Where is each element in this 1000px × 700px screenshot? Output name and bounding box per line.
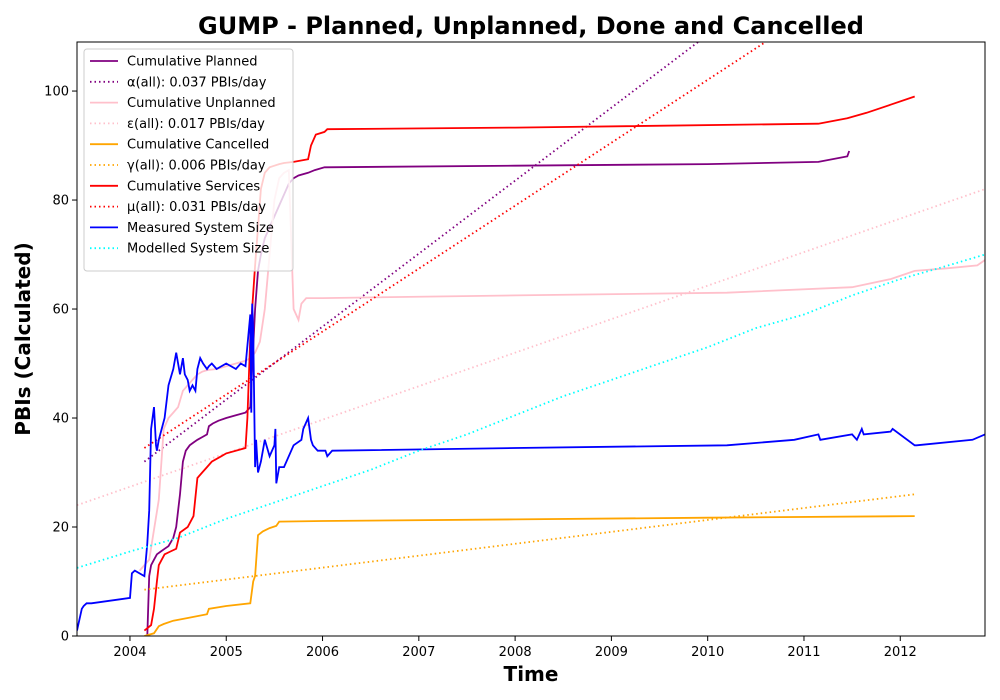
chart-title: GUMP - Planned, Unplanned, Done and Canc… xyxy=(198,12,864,40)
x-tick-label: 2006 xyxy=(306,645,339,660)
x-tick-label: 2008 xyxy=(499,645,532,660)
series-line-2-all-0-037-pbis-day xyxy=(143,42,699,463)
legend-label-2: α(all): 0.037 PBIs/day xyxy=(127,75,267,90)
y-tick-label: 80 xyxy=(52,194,69,209)
legend-label-10: Modelled System Size xyxy=(127,242,269,257)
y-tick-label: 40 xyxy=(52,412,69,427)
legend-label-5: Cumulative Cancelled xyxy=(127,138,269,153)
series-line-3-cumulative-unplanned xyxy=(138,168,985,572)
x-axis-label: Time xyxy=(504,662,559,686)
plot-frame xyxy=(76,41,986,637)
series-layer xyxy=(77,42,985,636)
x-tick-label: 2010 xyxy=(691,645,724,660)
y-tick-label: 20 xyxy=(52,521,69,536)
series-line-9-measured-system-size xyxy=(77,303,985,631)
series-line-6-all-0-006-pbis-day xyxy=(144,493,915,591)
series-line-4-all-0-017-pbis-day xyxy=(77,188,985,507)
legend-label-9: Measured System Size xyxy=(127,221,274,236)
series-line-1-cumulative-planned xyxy=(146,150,851,636)
x-tick-label: 2005 xyxy=(210,645,243,660)
y-axis-label: PBIs (Calculated) xyxy=(11,242,35,435)
y-tick-label: 0 xyxy=(61,630,69,645)
legend-label-8: μ(all): 0.031 PBIs/day xyxy=(127,200,266,215)
x-tick-label: 2012 xyxy=(884,645,917,660)
x-tick-label: 2009 xyxy=(595,645,628,660)
y-axis: 0 20 40 60 80 100 xyxy=(44,85,77,645)
series-line-5-cumulative-cancelled xyxy=(144,515,915,636)
y-tick-label: 100 xyxy=(44,85,69,100)
x-tick-label: 2007 xyxy=(402,645,435,660)
x-tick-label: 2004 xyxy=(113,645,146,660)
x-axis: 2004 2005 2006 2007 2008 2009 2010 2011 2012 xyxy=(113,636,917,660)
legend-label-1: Cumulative Planned xyxy=(127,55,257,70)
legend-label-6: γ(all): 0.006 PBIs/day xyxy=(127,159,266,174)
y-tick-label: 60 xyxy=(52,303,69,318)
legend-label-4: ε(all): 0.017 PBIs/day xyxy=(127,117,265,132)
legend-box xyxy=(83,48,294,272)
legend-label-3: Cumulative Unplanned xyxy=(127,96,276,111)
legend: Cumulative Planned α(all): 0.037 PBIs/day… xyxy=(83,48,294,272)
legend-label-7: Cumulative Services xyxy=(127,179,260,194)
x-tick-label: 2011 xyxy=(787,645,820,660)
